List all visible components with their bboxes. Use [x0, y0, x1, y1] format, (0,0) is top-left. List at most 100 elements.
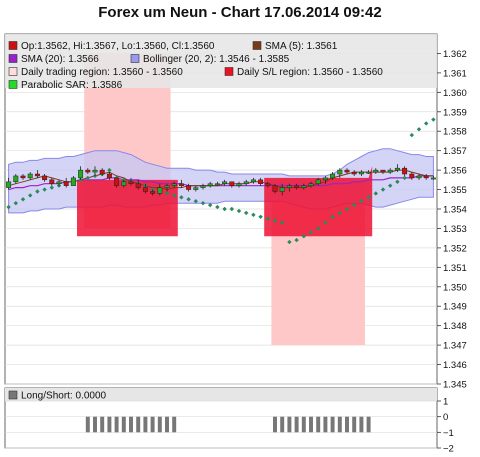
y-tick-label: 1.350	[443, 282, 467, 293]
longshort-tick-label: 1	[443, 397, 448, 408]
sar-point	[366, 195, 371, 200]
sar-point	[431, 117, 436, 122]
sar-point	[258, 214, 263, 219]
candle-up	[207, 183, 213, 186]
candle-up	[236, 183, 242, 186]
longshort-bar	[280, 416, 285, 433]
candle-down	[409, 173, 415, 179]
candle-down	[258, 179, 264, 184]
sar-point	[236, 208, 242, 214]
legend-swatch	[8, 67, 18, 76]
sar-point	[215, 204, 220, 210]
candles	[6, 164, 436, 196]
legend-swatch	[8, 54, 18, 63]
longshort-bar	[100, 416, 105, 433]
legend-swatch	[252, 41, 262, 50]
candle-down	[272, 185, 278, 192]
y-tick-label: 1.361	[443, 68, 467, 79]
sar-point	[49, 185, 54, 190]
longshort-grid	[5, 400, 437, 449]
longshort-bar	[114, 416, 119, 433]
longshort-tick-label: −2	[443, 444, 454, 455]
candle-up	[366, 171, 372, 174]
legend-swatch	[8, 41, 18, 50]
sar-point	[373, 191, 378, 196]
sar-point	[13, 200, 18, 206]
candle-down	[85, 169, 91, 173]
sar-point	[409, 132, 414, 138]
candle-up	[358, 171, 364, 175]
y-tick-label: 1.349	[443, 302, 467, 313]
y-tick-label: 1.351	[443, 263, 467, 274]
candle-up	[322, 177, 328, 181]
y-tick-label: 1.345	[443, 380, 467, 391]
legend-label: Daily trading region: 1.3560 - 1.3560	[21, 67, 183, 78]
longshort-bar	[287, 416, 292, 433]
longshort-bar	[330, 416, 335, 433]
sar-point	[229, 206, 234, 212]
sar-point	[164, 191, 170, 196]
candle-up	[200, 185, 206, 188]
y-tick-label: 1.346	[443, 360, 467, 371]
longshort-bar	[337, 416, 342, 433]
legend-label: Op:1.3562, Hi:1.3567, Lo:1.3560, Cl:1.35…	[21, 41, 215, 52]
sar-point	[330, 214, 335, 219]
sar-point	[35, 189, 40, 194]
y-tick-label: 1.347	[443, 341, 467, 352]
longshort-bar	[136, 416, 141, 433]
longshort-bar	[309, 416, 313, 433]
candle-up	[315, 179, 321, 184]
candle-up	[157, 187, 163, 194]
candle-up	[13, 175, 19, 183]
y-tick-label: 1.355	[443, 185, 467, 196]
candle-up	[373, 169, 379, 173]
candle-up	[164, 185, 170, 188]
candle-down	[265, 183, 271, 186]
legend-swatch	[8, 80, 18, 89]
candle-down	[294, 185, 300, 188]
candle-up	[387, 169, 393, 173]
candle-down	[344, 169, 350, 173]
candle-up	[308, 183, 314, 186]
sar-point	[179, 195, 184, 200]
sar-point	[337, 210, 342, 216]
sar-point	[301, 234, 306, 239]
longshort-bar	[85, 416, 90, 433]
sar-point	[244, 210, 249, 216]
y-tick-label: 1.352	[443, 243, 467, 254]
candle-up	[243, 181, 249, 184]
candle-down	[186, 185, 192, 190]
longshort-tick-label: −1	[443, 428, 454, 439]
longshort-y-axis: 1 0 −1 −2	[437, 397, 454, 455]
legend-box	[5, 34, 437, 88]
legend: Op:1.3562, Hi:1.3567, Lo:1.3560, Cl:1.35…	[8, 41, 383, 91]
longshort-legend-box	[5, 388, 437, 401]
sar-point	[172, 193, 177, 198]
longshort-label: Long/Short: 0.0000	[21, 391, 107, 402]
candle-down	[106, 173, 112, 179]
sar-point	[265, 216, 270, 221]
sar-point	[186, 197, 191, 202]
y-axis: 1.362 1.361 1.360 1.359 1.358 1.357 1.356 1.355…	[437, 49, 467, 391]
sar-point	[85, 175, 90, 181]
longshort-bar	[172, 416, 177, 433]
candle-down	[402, 167, 408, 175]
longshort-swatch	[8, 390, 18, 400]
sar-point	[28, 193, 33, 198]
longshort-bar	[107, 416, 112, 433]
sar-point	[222, 206, 227, 212]
candle-down	[42, 175, 48, 181]
candle-up	[27, 173, 33, 179]
sar-point	[395, 179, 400, 184]
legend-swatch	[130, 54, 140, 63]
sar-point	[294, 237, 299, 243]
legend-label: Daily S/L region: 1.3560 - 1.3560	[237, 67, 383, 78]
candle-up	[56, 181, 62, 184]
longshort-bar	[316, 416, 321, 433]
sar-point	[272, 218, 278, 223]
legend-label: SMA (5): 1.3561	[265, 41, 338, 52]
longshort-bar	[273, 416, 277, 433]
legend-label: SMA (20): 1.3566	[21, 54, 99, 65]
candle-down	[20, 175, 26, 179]
sar-point	[344, 206, 350, 212]
